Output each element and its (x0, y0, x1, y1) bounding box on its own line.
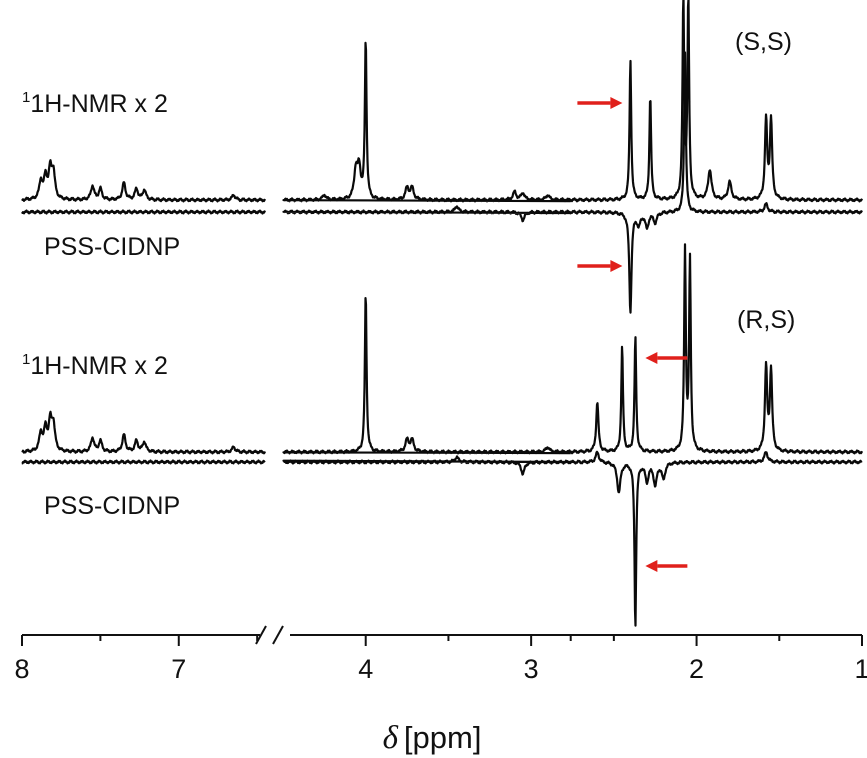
trace-label-ss-cidnp: PSS-CIDNP (44, 233, 180, 261)
trace-3-right-segment (282, 243, 864, 455)
x-axis-title: δ [ppm] (383, 720, 482, 756)
spectra-group (21, 0, 864, 627)
red-arrow-head-2 (610, 260, 623, 272)
red-arrow-1 (577, 97, 623, 109)
x-axis-unit: [ppm] (404, 720, 482, 755)
x-tick-label-7: 7 (171, 654, 186, 684)
trace-4-right-segment (282, 450, 863, 627)
red-arrow-4 (645, 560, 688, 572)
panel-label-ss: (S,S) (735, 28, 792, 56)
arrows-group (577, 97, 688, 572)
x-axis-symbol: δ (383, 720, 399, 756)
trace-label-rs-nmr-text: 1H-NMR x 2 (30, 352, 168, 380)
trace-1-left-segment (21, 159, 267, 203)
trace-3-left-segment (21, 410, 267, 455)
trace-2-right-segment (282, 51, 863, 314)
trace-2-left-segment (21, 209, 267, 215)
red-arrow-head-4 (645, 560, 658, 572)
x-tick-label-3: 3 (524, 654, 539, 684)
x-tick-label-8: 8 (14, 654, 29, 684)
x-tick-label-1: 1 (854, 654, 867, 684)
trace-label-ss-nmr: 11H-NMR x 2 (22, 89, 168, 118)
trace-label-rs-cidnp: PSS-CIDNP (44, 492, 180, 520)
x-tick-label-4: 4 (358, 654, 373, 684)
trace-label-ss-nmr-text: 1H-NMR x 2 (30, 90, 168, 118)
trace-label-ss-nmr-superscript: 1 (22, 89, 30, 106)
red-arrow-head-1 (610, 97, 623, 109)
trace-label-rs-nmr: 11H-NMR x 2 (22, 351, 168, 380)
red-arrow-head-3 (645, 352, 658, 364)
trace-4-left-segment (21, 459, 266, 465)
x-tick-label-2: 2 (689, 654, 704, 684)
axis-break-mark-2 (272, 625, 284, 645)
red-arrow-2 (577, 260, 623, 272)
x-axis: 8 7 4 3 2 1 (14, 625, 867, 684)
trace-1-right-segment (282, 0, 864, 203)
trace-label-rs-nmr-superscript: 1 (22, 351, 30, 368)
red-arrow-3 (645, 352, 688, 364)
panel-label-rs: (R,S) (737, 306, 795, 334)
